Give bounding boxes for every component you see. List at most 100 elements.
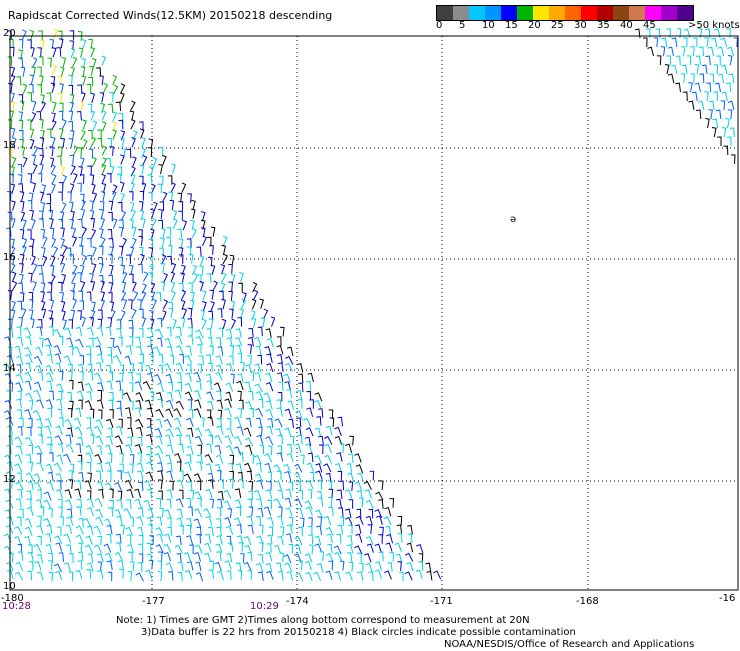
wind-barb	[166, 489, 173, 499]
wind-barb	[48, 508, 53, 518]
wind-barb	[148, 524, 153, 534]
wind-barb	[210, 264, 216, 275]
wind-barb	[68, 138, 74, 149]
wind-barb	[190, 208, 196, 219]
wind-barb	[166, 399, 174, 410]
wind-barb	[124, 355, 132, 366]
wind-barb	[40, 101, 46, 112]
wind-barb	[389, 498, 395, 508]
wind-barb	[347, 535, 353, 545]
wind-barb	[27, 480, 34, 491]
wind-barb	[425, 562, 432, 573]
wind-barb	[14, 436, 23, 446]
wind-barb	[52, 246, 59, 257]
wind-barb	[387, 562, 393, 572]
legend-label: 45	[643, 20, 656, 31]
wind-barb	[137, 526, 144, 537]
wind-barb	[207, 416, 214, 426]
wind-barb	[346, 552, 353, 562]
wind-barb	[67, 408, 73, 418]
wind-barb	[157, 183, 162, 194]
wind-barb	[69, 380, 74, 390]
wind-barb	[33, 473, 42, 483]
wind-barb	[46, 443, 52, 454]
wind-barb	[216, 417, 223, 428]
wind-barb	[195, 561, 202, 572]
wind-barb	[38, 337, 44, 348]
wind-barb	[276, 470, 282, 481]
wind-barb	[174, 389, 182, 400]
wind-barb	[11, 280, 18, 292]
wind-barb	[72, 56, 78, 68]
wind-barb	[196, 533, 201, 544]
wind-barb	[82, 119, 87, 130]
wind-barb	[244, 544, 252, 555]
wind-barb	[226, 427, 234, 438]
wind-barb	[256, 462, 262, 473]
wind-barb	[344, 516, 353, 526]
wind-barb	[79, 355, 84, 365]
wind-barb	[137, 562, 143, 572]
wind-barb	[80, 193, 85, 204]
wind-barb	[336, 489, 343, 499]
wind-barb	[68, 110, 74, 121]
wind-barb	[177, 382, 183, 392]
wind-barb	[336, 452, 343, 462]
wind-barb	[386, 533, 394, 544]
wind-barb	[31, 255, 36, 266]
wind-barb	[146, 426, 153, 436]
lat-label: 18	[3, 140, 16, 151]
wind-barb	[207, 337, 213, 347]
wind-barb	[107, 346, 112, 357]
wind-barb	[298, 526, 303, 537]
wind-barb	[207, 526, 214, 536]
wind-barb	[135, 443, 143, 454]
wind-barb	[67, 191, 72, 202]
wind-barb	[141, 147, 146, 159]
wind-barb	[27, 39, 32, 49]
wind-barb	[77, 560, 83, 570]
wind-barb	[56, 47, 62, 57]
wind-barb	[307, 525, 313, 536]
wind-barb	[79, 264, 85, 276]
wind-barb	[40, 129, 45, 140]
wind-barb	[32, 281, 37, 292]
wind-barb	[356, 552, 362, 563]
wind-barb	[324, 443, 332, 454]
wind-barb	[50, 164, 56, 175]
wind-barb	[246, 470, 253, 481]
wind-barb	[383, 516, 392, 526]
wind-barb	[60, 300, 66, 312]
wind-barb	[337, 471, 343, 481]
wind-barb	[24, 535, 31, 546]
wind-barb	[36, 110, 42, 121]
wind-barb	[150, 290, 156, 302]
wind-barb	[147, 345, 154, 355]
wind-barb	[334, 571, 341, 581]
wind-barb	[29, 209, 34, 220]
wind-barb	[188, 409, 194, 419]
wind-barb	[148, 310, 154, 320]
wind-barb	[325, 526, 334, 536]
wind-barb	[356, 571, 364, 581]
wind-barb	[216, 470, 222, 480]
wind-barb	[23, 327, 32, 337]
wind-barb	[139, 353, 144, 364]
wind-barb	[80, 199, 86, 210]
wind-barb	[217, 409, 223, 420]
wind-barb	[180, 289, 187, 301]
wind-barb	[137, 263, 143, 274]
wind-barb	[215, 355, 223, 365]
wind-barb	[404, 552, 414, 562]
wind-barb	[70, 309, 76, 320]
wind-barb	[248, 490, 253, 501]
wind-barb	[230, 300, 236, 311]
wind-barb	[57, 92, 63, 103]
wind-barb	[407, 533, 413, 544]
wind-barb	[17, 390, 22, 401]
wind-barb	[109, 500, 114, 510]
wind-barb	[40, 228, 46, 239]
wind-barb	[39, 163, 44, 174]
wind-barb	[108, 211, 113, 222]
wind-barb	[100, 299, 106, 310]
